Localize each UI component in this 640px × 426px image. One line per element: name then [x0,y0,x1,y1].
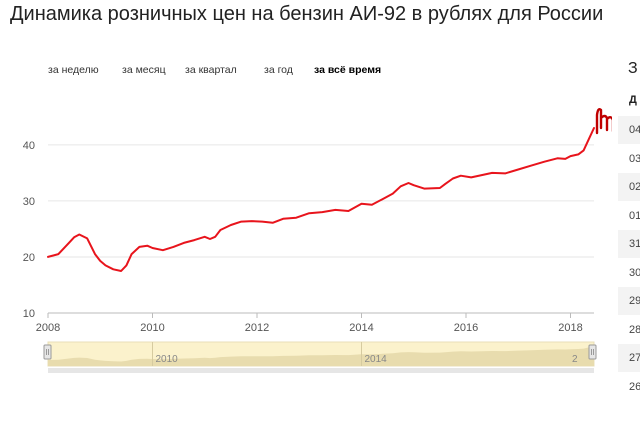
navigator-tick-label: 2014 [364,354,387,365]
side-panel-row: 04 [618,116,640,144]
side-panel-header: Д [629,94,637,106]
side-panel-title: З [628,60,638,77]
side-panel-row: 03 [629,152,640,165]
x-tick-label: 2014 [349,322,373,334]
navigator-area [48,346,594,366]
navigator-right-handle[interactable] [588,344,597,360]
x-tick-label: 2018 [558,322,582,334]
y-tick-label: 10 [23,308,35,320]
tab-year[interactable]: за год [264,64,293,76]
range-navigator[interactable]: 2010 2014 2 [43,341,597,373]
side-panel-row: 29 [618,287,640,315]
x-tick-label: 2008 [36,322,60,334]
side-panel-row: 26 [629,380,640,393]
tab-all-time[interactable]: за всё время [314,64,382,76]
side-panel-row: 01 [629,209,640,222]
y-tick-label: 30 [23,196,35,208]
navigator-scrollbar[interactable] [48,368,594,373]
x-tick-label: 2016 [454,322,478,334]
y-tick-label: 40 [23,140,35,152]
series-line-0 [47,127,595,272]
series-layer [47,127,595,272]
side-panel-row: 30 [629,266,640,279]
chart-grid [47,144,594,318]
x-tick-label: 2010 [140,322,164,334]
page-title: Динамика розничных цен на бензин АИ-92 в… [10,3,604,25]
side-panel-row: 02 [618,173,640,201]
navigator-tick-label: 2010 [155,354,178,365]
y-tick-label: 20 [23,252,35,264]
tab-week[interactable]: за неделю [48,64,99,76]
tab-month[interactable]: за месяц [122,64,166,76]
x-axis-labels: 2008 2010 2012 2014 2016 2018 [36,322,583,334]
navigator-left-handle[interactable] [43,344,52,360]
side-panel: З Д 04 03 02 01 31 30 29 28 27 26 [612,0,640,426]
side-panel-row: 31 [618,230,640,258]
navigator-axis-labels: 2010 2014 2 [151,342,578,366]
y-axis-labels: 10 20 30 40 [23,140,35,320]
x-tick-label: 2012 [245,322,269,334]
side-panel-row: 27 [618,344,640,372]
navigator-tick-label: 2 [572,354,578,365]
side-panel-row: 28 [629,323,640,336]
tab-quarter[interactable]: за квартал [185,64,237,76]
crosshair-cursor-icon [595,108,612,135]
